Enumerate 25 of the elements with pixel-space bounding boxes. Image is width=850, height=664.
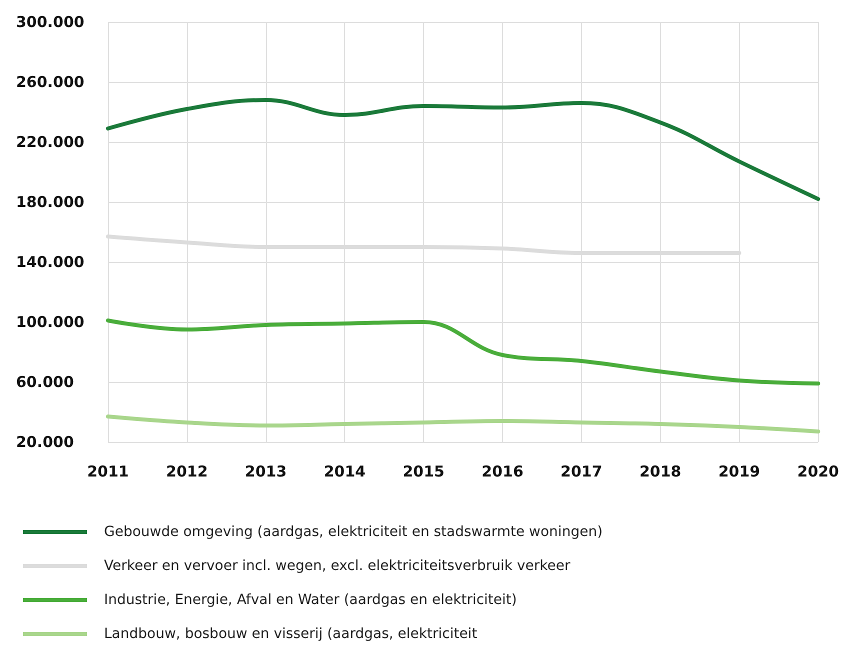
x-tick-label: 2017 <box>560 462 602 480</box>
line-series <box>106 98 820 201</box>
x-tick-label: 2015 <box>402 462 444 480</box>
line-series <box>106 414 820 434</box>
x-tick-label: 2018 <box>639 462 682 480</box>
x-tick-label: 2013 <box>244 462 287 480</box>
x-tick-label: 2019 <box>718 462 760 480</box>
legend-label: Gebouwde omgeving (aardgas, elektriciteit en stadswarmte woningen) <box>104 524 603 540</box>
x-tick-label: 2012 <box>166 462 208 480</box>
y-tick-label: 20.000 <box>16 433 74 451</box>
x-tick-label: 2020 <box>797 462 839 480</box>
y-tick-label: 140.000 <box>16 253 84 271</box>
y-tick-label: 300.000 <box>16 13 84 31</box>
legend-label: Verkeer en vervoer incl. wegen, excl. elektriciteitsverbruik verkeer <box>104 558 570 574</box>
x-tick-label: 2011 <box>87 462 129 480</box>
legend-label: Landbouw, bosbouw en visserij (aardgas, elektriciteit <box>104 626 478 642</box>
y-tick-label: 100.000 <box>16 313 84 331</box>
x-tick-label: 2014 <box>324 462 366 480</box>
y-tick-label: 180.000 <box>16 193 84 211</box>
x-tick-label: 2016 <box>482 462 524 480</box>
y-tick-label: 260.000 <box>16 73 84 91</box>
y-tick-label: 60.000 <box>16 373 74 391</box>
line-series <box>106 318 820 386</box>
y-tick-label: 220.000 <box>16 133 84 151</box>
legend-label: Industrie, Energie, Afval en Water (aardgas en elektriciteit) <box>104 592 517 608</box>
